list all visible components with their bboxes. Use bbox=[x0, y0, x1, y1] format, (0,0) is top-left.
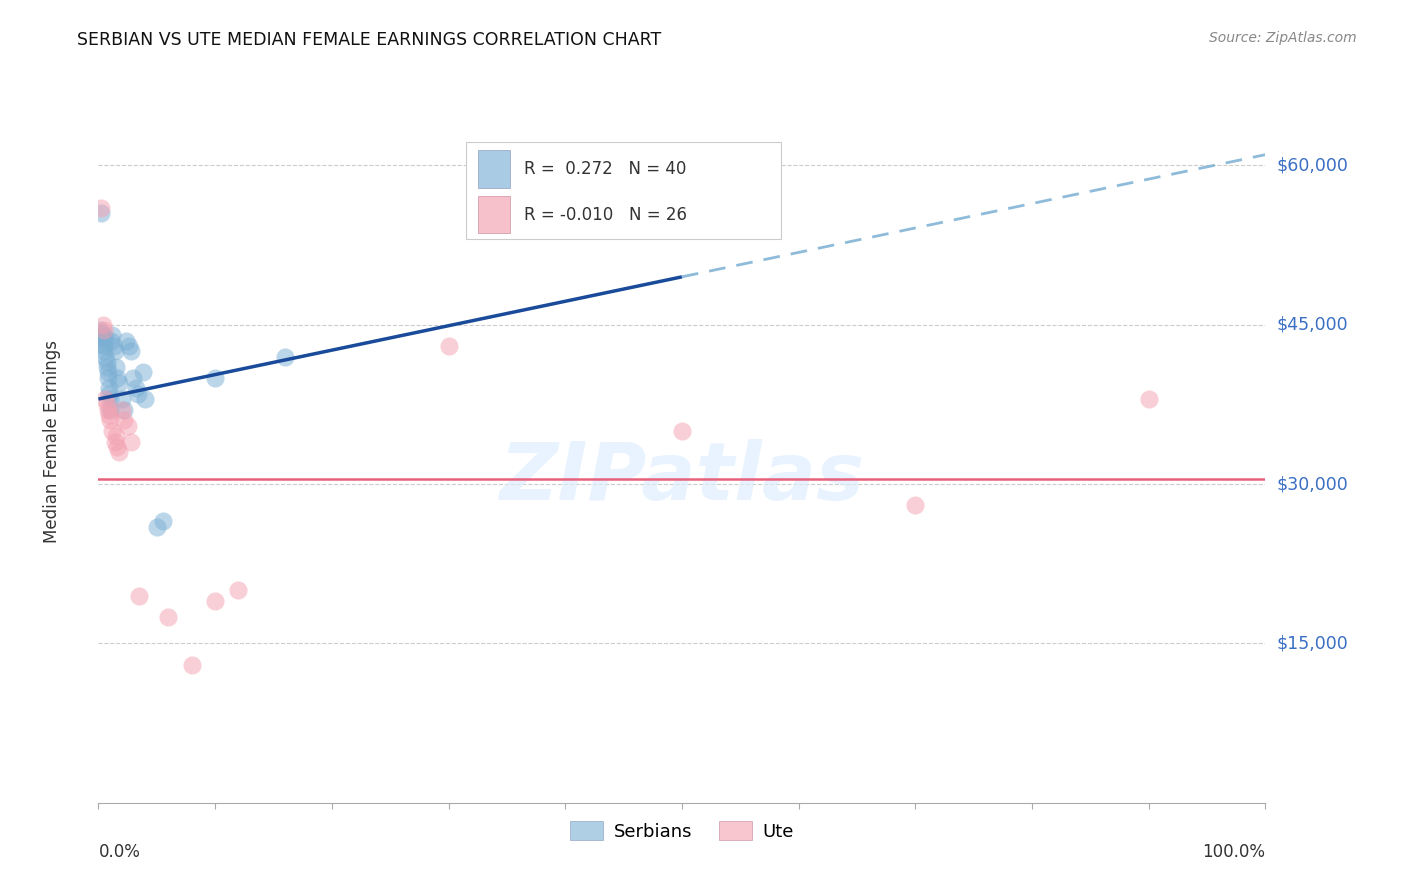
Point bbox=[104, 360, 127, 375]
Point bbox=[180, 657, 202, 672]
Point bbox=[1137, 392, 1160, 406]
Text: $60,000: $60,000 bbox=[1277, 156, 1348, 174]
Point bbox=[108, 445, 131, 459]
Point bbox=[104, 429, 127, 443]
Point bbox=[134, 392, 156, 406]
Point bbox=[90, 206, 112, 220]
Point bbox=[97, 371, 120, 385]
Point bbox=[118, 339, 141, 353]
Point bbox=[91, 333, 114, 347]
Point bbox=[97, 381, 120, 395]
Point bbox=[437, 339, 460, 353]
Point bbox=[120, 434, 142, 449]
Point bbox=[132, 366, 155, 380]
Text: ZIPatlas: ZIPatlas bbox=[499, 439, 865, 516]
Point bbox=[104, 344, 127, 359]
Point bbox=[104, 434, 127, 449]
Point bbox=[115, 334, 138, 348]
Legend: Serbians, Ute: Serbians, Ute bbox=[562, 814, 801, 848]
Point bbox=[90, 326, 112, 340]
Point bbox=[89, 323, 111, 337]
Point bbox=[127, 386, 149, 401]
Point bbox=[146, 519, 169, 533]
Point bbox=[94, 392, 117, 406]
Point bbox=[671, 424, 693, 438]
Point bbox=[111, 392, 134, 406]
Text: 100.0%: 100.0% bbox=[1202, 843, 1265, 861]
Text: R = -0.010   N = 26: R = -0.010 N = 26 bbox=[524, 206, 688, 224]
Text: Median Female Earnings: Median Female Earnings bbox=[42, 340, 60, 543]
Point bbox=[204, 371, 226, 385]
Point bbox=[105, 440, 128, 454]
Text: $30,000: $30,000 bbox=[1277, 475, 1348, 493]
FancyBboxPatch shape bbox=[478, 151, 510, 187]
Point bbox=[90, 336, 112, 351]
Point bbox=[97, 366, 120, 380]
Point bbox=[103, 339, 125, 353]
Point bbox=[96, 355, 118, 369]
Point bbox=[90, 201, 112, 215]
FancyBboxPatch shape bbox=[478, 196, 510, 234]
Point bbox=[120, 344, 142, 359]
Point bbox=[94, 330, 117, 344]
Point bbox=[97, 386, 120, 401]
Point bbox=[96, 360, 118, 375]
Point bbox=[93, 323, 115, 337]
Point bbox=[105, 371, 128, 385]
Point bbox=[97, 402, 120, 417]
Point bbox=[91, 318, 114, 332]
Point bbox=[101, 328, 124, 343]
FancyBboxPatch shape bbox=[465, 142, 782, 239]
Text: SERBIAN VS UTE MEDIAN FEMALE EARNINGS CORRELATION CHART: SERBIAN VS UTE MEDIAN FEMALE EARNINGS CO… bbox=[77, 31, 662, 49]
Point bbox=[117, 418, 139, 433]
Text: $45,000: $45,000 bbox=[1277, 316, 1348, 334]
Point bbox=[98, 413, 121, 427]
Point bbox=[90, 330, 112, 344]
Point bbox=[97, 408, 120, 422]
Point bbox=[91, 328, 114, 343]
Point bbox=[108, 376, 131, 390]
Point bbox=[157, 610, 180, 624]
Point bbox=[122, 371, 145, 385]
Point bbox=[904, 498, 927, 512]
Point bbox=[274, 350, 297, 364]
Point bbox=[96, 397, 118, 411]
Point bbox=[152, 514, 174, 528]
Point bbox=[112, 402, 135, 417]
Text: Source: ZipAtlas.com: Source: ZipAtlas.com bbox=[1209, 31, 1357, 45]
Point bbox=[93, 339, 115, 353]
Point bbox=[93, 344, 115, 359]
Point bbox=[228, 583, 250, 598]
Point bbox=[98, 402, 121, 417]
Text: R =  0.272   N = 40: R = 0.272 N = 40 bbox=[524, 160, 686, 178]
Point bbox=[111, 402, 134, 417]
Text: 0.0%: 0.0% bbox=[98, 843, 141, 861]
Point bbox=[101, 424, 124, 438]
Text: $15,000: $15,000 bbox=[1277, 634, 1348, 652]
Point bbox=[100, 334, 122, 348]
Point bbox=[125, 381, 148, 395]
Point bbox=[112, 413, 135, 427]
Point bbox=[98, 392, 121, 406]
Point bbox=[94, 350, 117, 364]
Point bbox=[204, 594, 226, 608]
Point bbox=[128, 589, 150, 603]
